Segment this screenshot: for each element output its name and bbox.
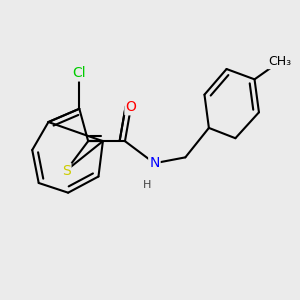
Text: CH₃: CH₃ (268, 55, 291, 68)
Text: N: N (149, 156, 160, 170)
Text: H: H (143, 180, 151, 190)
Text: O: O (125, 100, 136, 114)
Text: Cl: Cl (73, 66, 86, 80)
Text: S: S (62, 164, 70, 178)
